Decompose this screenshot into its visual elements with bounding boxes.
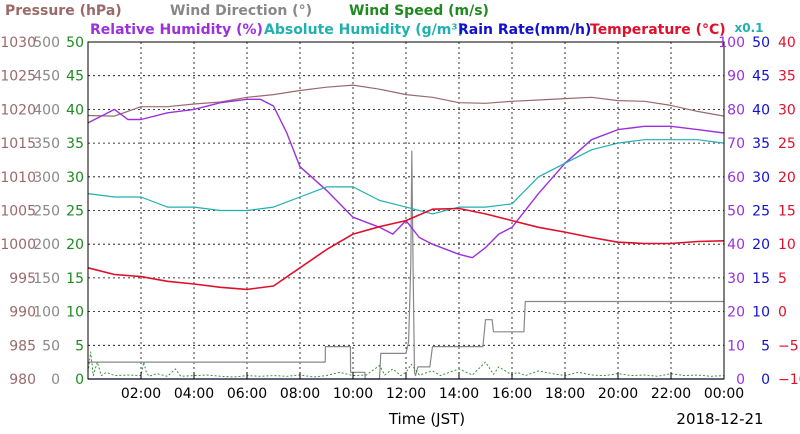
y-tick-label-humidity: 80: [727, 102, 745, 118]
y-tick-label-wind-direction: 150: [33, 271, 60, 287]
x-tick-label: 04:00: [174, 386, 214, 402]
y-tick-label-rain-rate: 30: [752, 170, 770, 186]
y-tick-label-humidity: 20: [727, 305, 745, 321]
y-tick-label-wind-speed: 35: [66, 136, 84, 152]
y-tick-label-wind-direction: 350: [33, 136, 60, 152]
y-tick-label-pressure: 995: [9, 271, 36, 287]
y-tick-label-wind-direction: 200: [33, 237, 60, 253]
y-tick-label-humidity: 40: [727, 237, 745, 253]
axes-layer: 02:00 04:00 06:00 08:00 10:00 12:00 14:00 16:00…: [0, 35, 800, 402]
date-label: 2018-12-21: [676, 410, 763, 428]
x-tick-label: 00:00: [704, 386, 744, 402]
y-tick-label-humidity: 90: [727, 69, 745, 85]
legend: Pressure (hPa) Wind Direction (°) Wind S…: [5, 3, 764, 38]
series-relative-humidity: [87, 98, 725, 259]
y-tick-label-humidity: 70: [727, 136, 745, 152]
y-tick-label-rain-rate: 25: [752, 204, 770, 220]
y-tick-label-temperature: 25: [778, 136, 796, 152]
x-tick-label: 02:00: [121, 386, 161, 402]
x-tick-label: 20:00: [598, 386, 638, 402]
y-tick-label-pressure: 985: [9, 338, 36, 354]
y-tick-label-temperature: 0: [778, 305, 787, 321]
y-tick-label-temperature: 20: [778, 170, 796, 186]
absolute-humidity-multiplier: x0.1: [735, 21, 764, 35]
x-tick-label: 14:00: [439, 386, 479, 402]
y-tick-label-wind-speed: 20: [66, 237, 84, 253]
legend-temperature: Temperature (°C): [590, 22, 726, 38]
y-tick-label-humidity: 0: [736, 372, 745, 388]
y-tick-label-wind-direction: 100: [33, 305, 60, 321]
y-tick-label-rain-rate: 20: [752, 237, 770, 253]
x-axis-label: Time (JST): [388, 410, 465, 428]
y-tick-label-wind-speed: 25: [66, 204, 84, 220]
y-tick-label-temperature: 35: [778, 69, 796, 85]
y-tick-label-rain-rate: 15: [752, 271, 770, 287]
y-tick-label-pressure: 1000: [0, 237, 36, 253]
x-tick-label: 06:00: [227, 386, 267, 402]
legend-absolute-humidity: Absolute Humidity (g/m³): [264, 22, 464, 38]
legend-wind-speed: Wind Speed (m/s): [349, 3, 489, 19]
y-tick-label-rain-rate: 35: [752, 136, 770, 152]
series-pressure: [87, 84, 725, 117]
y-tick-label-rain-rate: 0: [761, 372, 770, 388]
y-tick-label-wind-speed: 50: [66, 35, 84, 51]
y-tick-label-pressure: 1010: [0, 170, 36, 186]
legend-wind-direction: Wind Direction (°): [170, 3, 312, 19]
y-tick-label-temperature: −5: [778, 338, 799, 354]
y-tick-label-temperature: 5: [778, 271, 787, 287]
legend-pressure: Pressure (hPa): [5, 3, 122, 19]
series-wind-speed: [87, 351, 725, 378]
y-tick-label-wind-speed: 30: [66, 170, 84, 186]
x-tick-label: 12:00: [386, 386, 426, 402]
y-tick-label-temperature: −10: [778, 372, 800, 388]
y-tick-label-wind-direction: 450: [33, 69, 60, 85]
y-tick-label-humidity: 60: [727, 170, 745, 186]
y-tick-label-rain-rate: 50: [752, 35, 770, 51]
x-tick-label: 10:00: [333, 386, 373, 402]
y-tick-label-wind-speed: 0: [75, 372, 84, 388]
y-tick-label-humidity: 10: [727, 338, 745, 354]
x-tick-label: 22:00: [651, 386, 691, 402]
y-tick-label-pressure: 1020: [0, 102, 36, 118]
x-tick-label: 08:00: [280, 386, 320, 402]
y-tick-label-pressure: 1005: [0, 204, 36, 220]
y-tick-label-rain-rate: 45: [752, 69, 770, 85]
y-tick-label-wind-direction: 400: [33, 102, 60, 118]
series-temperature: [87, 207, 725, 291]
y-tick-label-pressure: 1015: [0, 136, 36, 152]
y-tick-label-humidity: 50: [727, 204, 745, 220]
y-tick-label-wind-direction: 300: [33, 170, 60, 186]
y-tick-label-pressure: 1030: [0, 35, 36, 51]
y-tick-label-temperature: 30: [778, 102, 796, 118]
y-tick-label-wind-speed: 40: [66, 102, 84, 118]
y-tick-label-pressure: 990: [9, 305, 36, 321]
y-tick-label-wind-direction: 500: [33, 35, 60, 51]
y-tick-label-humidity: 30: [727, 271, 745, 287]
series-absolute-humidity: [87, 139, 725, 215]
y-tick-label-temperature: 10: [778, 237, 796, 253]
legend-relative-humidity: Relative Humidity (%): [90, 22, 263, 38]
y-tick-label-wind-direction: 0: [51, 372, 60, 388]
x-tick-label: 18:00: [545, 386, 585, 402]
y-tick-label-humidity: 100: [718, 35, 745, 51]
y-tick-label-wind-direction: 50: [42, 338, 60, 354]
y-tick-label-rain-rate: 10: [752, 305, 770, 321]
y-tick-label-wind-speed: 10: [66, 305, 84, 321]
y-tick-label-wind-speed: 5: [75, 338, 84, 354]
y-tick-label-temperature: 40: [778, 35, 796, 51]
y-tick-label-pressure: 1025: [0, 69, 36, 85]
y-tick-label-wind-speed: 45: [66, 69, 84, 85]
series-wind-direction: [88, 150, 724, 380]
y-tick-label-wind-speed: 15: [66, 271, 84, 287]
x-tick-label: 16:00: [492, 386, 532, 402]
y-tick-label-rain-rate: 40: [752, 102, 770, 118]
y-tick-label-temperature: 15: [778, 204, 796, 220]
grid: [88, 42, 724, 379]
y-tick-label-rain-rate: 5: [761, 338, 770, 354]
legend-rain-rate: Rain Rate(mm/h): [458, 22, 591, 38]
y-tick-label-pressure: 980: [9, 372, 36, 388]
y-tick-label-wind-direction: 250: [33, 204, 60, 220]
